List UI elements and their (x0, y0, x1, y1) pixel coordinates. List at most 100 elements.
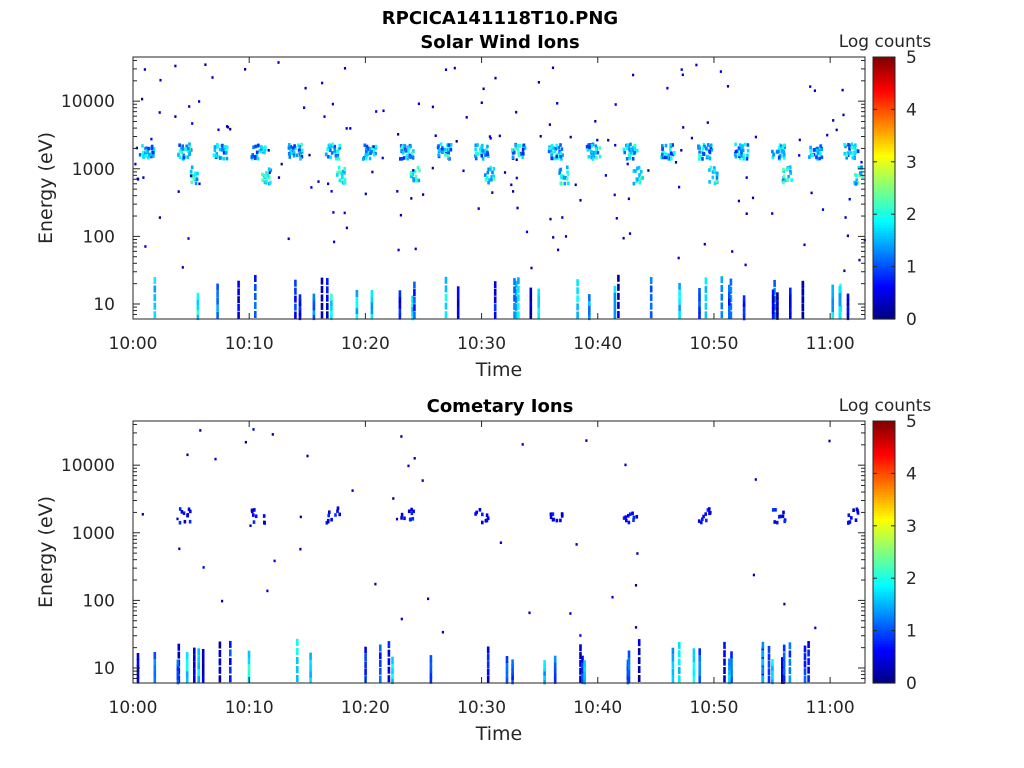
low-energy-cell (637, 666, 641, 673)
low-energy-cell (801, 303, 805, 311)
colorbar-segment (873, 478, 895, 482)
beam-cell (517, 151, 520, 155)
low-energy-cell (838, 305, 842, 313)
beam-cell (327, 513, 330, 518)
beam-tail-cell (267, 167, 271, 171)
noise-cell (277, 61, 280, 64)
colorbar-segment (873, 654, 895, 658)
low-energy-cell (807, 649, 810, 657)
colorbar-segment (873, 510, 895, 514)
noise-cell (400, 435, 403, 438)
beam-tail-cell (562, 176, 566, 180)
beam-tail-cell (189, 172, 193, 176)
colorbar-segment (873, 428, 895, 433)
beam-cell (783, 519, 786, 524)
beam-cell (595, 156, 598, 160)
beam-cell (781, 150, 784, 154)
colorbar-segment (873, 135, 895, 139)
beam-tail-cell (490, 175, 493, 179)
low-energy-cell (398, 301, 402, 309)
low-energy-cell (698, 648, 701, 656)
beam-cell (152, 147, 156, 151)
low-energy-cell (767, 668, 771, 676)
beam-cell (449, 147, 453, 152)
beam-tail-cell (859, 172, 863, 177)
beam-cell (848, 520, 852, 524)
colorbar-tick-label: 3 (906, 153, 917, 173)
low-energy-cell (330, 298, 333, 306)
colorbar-segment (873, 91, 895, 95)
beam-cell (289, 144, 293, 149)
beam-cell (709, 510, 712, 515)
low-energy-cell (391, 677, 394, 684)
low-energy-cell (493, 288, 497, 296)
beam-tail-cell (640, 175, 643, 180)
colorbar-segment (873, 499, 895, 503)
colorbar-segment (873, 146, 895, 150)
beam-cell (664, 152, 668, 157)
beam-cell (523, 146, 527, 150)
low-energy-cell (730, 663, 733, 671)
low-energy-cell (309, 664, 312, 672)
colorbar-segment (873, 662, 895, 666)
beam-cell (515, 143, 518, 148)
low-energy-cell (728, 677, 731, 685)
colorbar-segment (873, 562, 895, 566)
beam-cell (181, 147, 185, 151)
low-energy-cell (704, 294, 708, 302)
colorbar-tick-label: 4 (906, 464, 917, 484)
beam-cell (733, 152, 737, 157)
low-energy-cell (728, 312, 731, 320)
beam-tail-cell (640, 170, 643, 174)
low-energy-cell (411, 304, 414, 312)
colorbar-solar-wind: 0 1 2 3 4 5 (872, 48, 917, 330)
colorbar-segment (873, 153, 895, 158)
noise-cell (530, 266, 533, 270)
low-energy-cell (807, 641, 810, 648)
colorbar-segment (873, 635, 895, 640)
low-energy-cell (298, 308, 302, 316)
noise-cell (244, 68, 247, 71)
beam-cell (223, 145, 227, 149)
low-energy-cell (136, 658, 140, 666)
low-energy-cell (218, 675, 222, 683)
beam-cell (701, 517, 704, 521)
colorbar-segment (873, 83, 895, 87)
low-energy-cell (771, 668, 774, 676)
beam-cell (212, 153, 216, 158)
noise-cell (549, 217, 552, 221)
low-energy-cell (728, 663, 731, 671)
low-energy-cell (429, 676, 433, 684)
low-energy-cell (831, 305, 834, 313)
noise-cell (142, 176, 145, 179)
beam-cell (702, 151, 705, 156)
noise-cell (832, 119, 835, 122)
beam-cell (409, 144, 412, 149)
beam-cell (186, 155, 190, 159)
beam-cell (257, 143, 260, 148)
low-energy-cell (767, 645, 771, 653)
beam-tail-cell (855, 182, 858, 186)
beam-cell (412, 149, 415, 153)
low-energy-cell (229, 675, 232, 683)
beam-cell (222, 156, 225, 161)
colorbar-label-cometary: Log counts (839, 396, 932, 416)
low-energy-cell (218, 666, 222, 674)
low-energy-cell (387, 675, 391, 683)
beam-cell (150, 152, 153, 157)
colorbar-segment (873, 549, 895, 553)
noise-cell (510, 183, 513, 187)
colorbar-segment (873, 70, 895, 74)
low-energy-cell (529, 300, 533, 307)
beam-cell (338, 145, 342, 150)
beam-cell (587, 155, 591, 159)
beam-cell (771, 149, 774, 154)
colorbar-segment (873, 609, 895, 613)
low-energy-cell (513, 303, 516, 310)
low-energy-cell (678, 297, 681, 305)
low-energy-cell (364, 668, 367, 676)
low-energy-cell (294, 303, 297, 311)
y-tick-label: 100 (83, 227, 115, 247)
low-energy-cell (579, 644, 582, 652)
noise-cell (615, 217, 618, 220)
